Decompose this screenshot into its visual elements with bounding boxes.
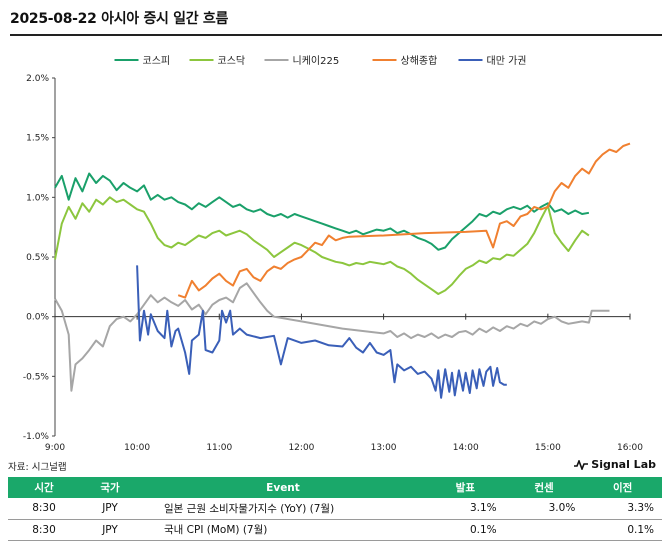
series-line-3 [177,142,631,299]
header-event: Event [140,477,426,498]
table-row: 8:30 JPY 일본 근원 소비자물가지수 (YoY) (7월) 3.1% 3… [8,498,662,520]
cell-previous: 0.1% [583,519,662,541]
signal-wave-icon [574,459,589,470]
y-tick-label: 1.0% [26,193,49,203]
cell-actual: 3.1% [426,498,505,520]
cell-event: 국내 CPI (MoM) (7월) [140,519,426,541]
cell-country: JPY [80,519,140,541]
header-previous: 이전 [583,477,662,498]
y-tick-label: 0.0% [26,313,49,323]
source-note: 자료: 시그널랩 [8,462,67,473]
legend-label: 니케이225 [293,55,340,67]
economic-events-table: 시간 국가 Event 발표 컨센 이전 8:30 JPY 일본 근원 소비자물… [8,477,662,541]
cell-previous: 3.3% [583,498,662,520]
cell-time: 8:30 [8,519,80,541]
y-tick-label: -1.0% [23,432,50,442]
y-tick-label: 2.0% [26,74,49,84]
legend-label: 코스피 [143,55,171,67]
x-tick-label: 11:00 [206,443,232,453]
header-actual: 발표 [426,477,505,498]
x-tick-label: 14:00 [453,443,479,453]
brand-name: Signal Lab [591,458,656,471]
x-tick-label: 16:00 [617,443,643,453]
series-line-1 [54,196,590,295]
cell-consensus [504,519,584,541]
header-time: 시간 [8,477,80,498]
table-header-row: 시간 국가 Event 발표 컨센 이전 [8,477,662,498]
cell-consensus: 3.0% [504,498,584,520]
title-divider [10,34,662,36]
y-tick-label: 1.5% [26,134,49,144]
series-line-4 [136,265,507,399]
header-consensus: 컨센 [504,477,584,498]
cell-country: JPY [80,498,140,520]
header-country: 국가 [80,477,140,498]
cell-time: 8:30 [8,498,80,520]
cell-event: 일본 근원 소비자물가지수 (YoY) (7월) [140,498,426,520]
cell-actual: 0.1% [426,519,505,541]
page-title: 2025-08-22 아시아 증시 일간 흐름 [10,11,229,27]
table-row: 8:30 JPY 국내 CPI (MoM) (7월) 0.1% 0.1% [8,519,662,541]
series-line-2 [54,282,610,392]
x-tick-label: 13:00 [371,443,397,453]
legend-label: 상해종합 [401,54,438,67]
line-chart: 2.0% 1.5% 1.0% 0.5% 0.0% -0.5% -1.0%9:00 10:00 1… [23,54,643,453]
series-line-0 [54,172,590,251]
x-tick-label: 15:00 [535,443,561,453]
x-tick-label: 10:00 [124,443,150,453]
y-tick-label: -0.5% [23,372,50,382]
brand-logo: Signal Lab [574,458,656,471]
legend-label: 대만 가권 [487,55,527,67]
x-tick-label: 12:00 [288,443,314,453]
x-tick-label: 9:00 [45,443,65,453]
y-tick-label: 0.5% [26,253,49,263]
legend-label: 코스닥 [218,55,246,67]
